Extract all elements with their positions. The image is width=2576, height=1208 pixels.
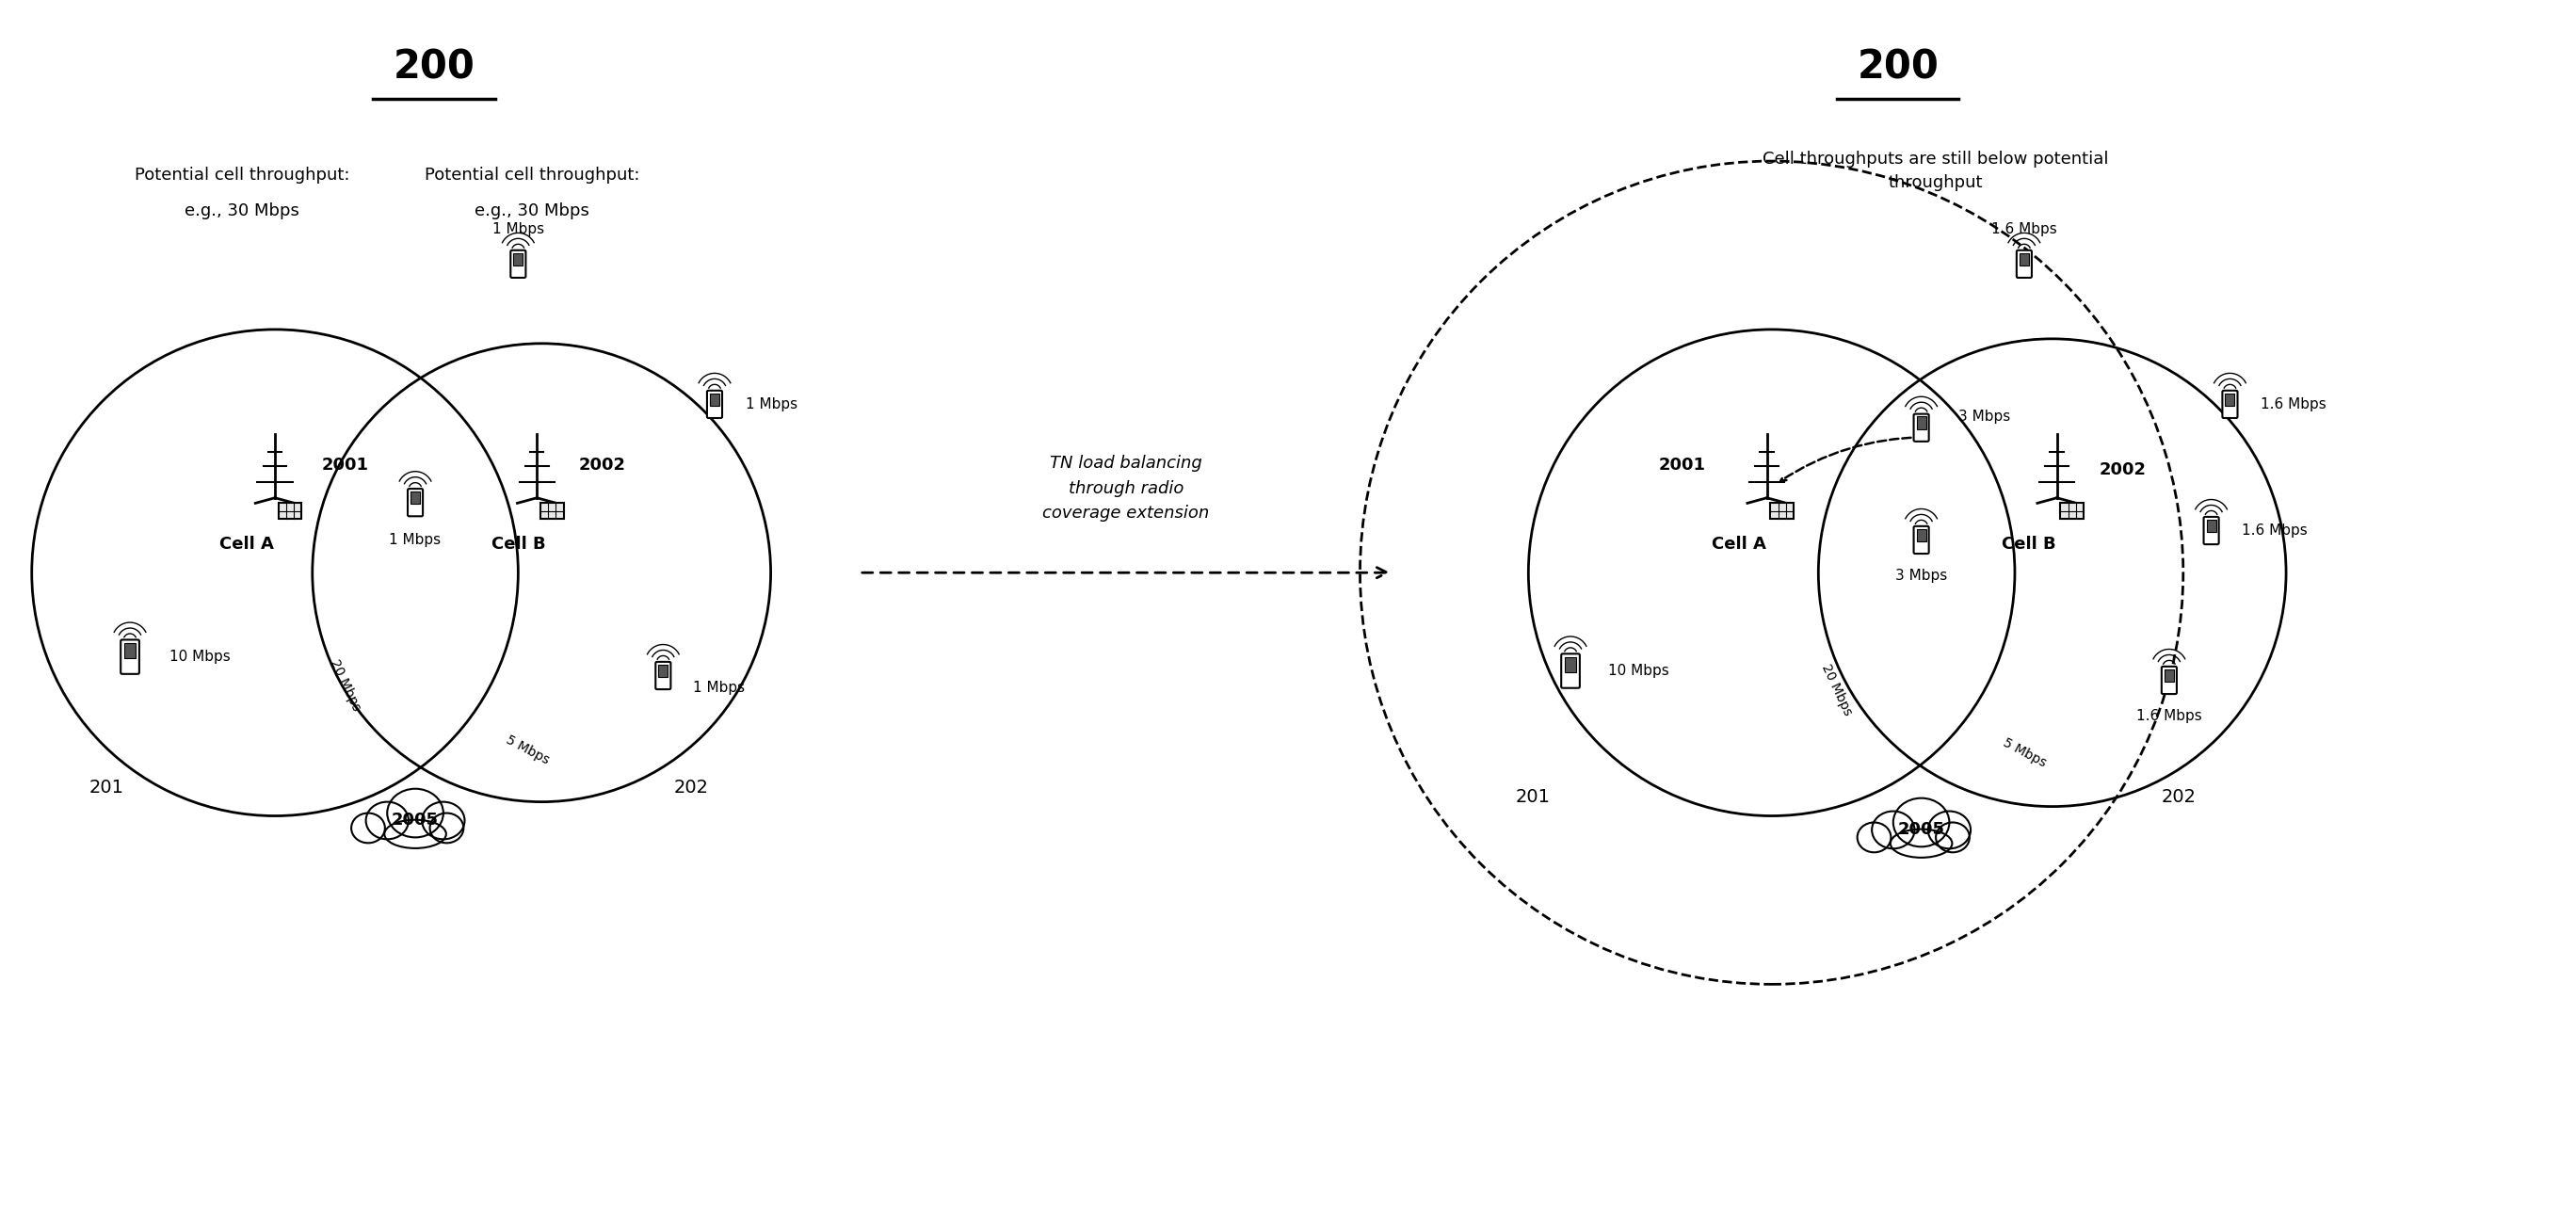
Ellipse shape [1873,812,1914,848]
Text: Cell B: Cell B [2002,536,2056,553]
Text: 10 Mbps: 10 Mbps [1607,664,1669,678]
Text: 2001: 2001 [1659,457,1705,474]
Text: TN load balancing
through radio
coverage extension: TN load balancing through radio coverage… [1043,455,1211,522]
Text: 1 Mbps: 1 Mbps [492,222,544,237]
Text: Cell throughputs are still below potential
throughput: Cell throughputs are still below potenti… [1762,150,2107,191]
Bar [1917,529,1927,541]
Text: 10 Mbps: 10 Mbps [170,650,229,664]
Text: 2002: 2002 [2099,461,2146,478]
Text: e.g., 30 Mbps: e.g., 30 Mbps [185,202,299,219]
Bar [513,252,523,266]
Text: 201: 201 [90,779,124,797]
Bar [2061,504,2084,519]
Text: Cell A: Cell A [1710,536,1767,553]
Bar [1770,504,1793,519]
Text: 200: 200 [1857,48,1940,87]
Text: 3 Mbps: 3 Mbps [1896,569,1947,582]
Bar [2208,519,2215,532]
FancyBboxPatch shape [121,640,139,674]
FancyBboxPatch shape [2202,517,2218,545]
Text: 1.6 Mbps: 1.6 Mbps [1991,222,2058,237]
Ellipse shape [1935,823,1971,853]
Bar [124,643,137,658]
Ellipse shape [350,813,384,843]
FancyBboxPatch shape [2017,250,2032,278]
Ellipse shape [1893,798,1950,847]
Ellipse shape [422,802,464,840]
Text: 2005: 2005 [1899,821,1945,838]
Ellipse shape [384,820,446,848]
Ellipse shape [1857,823,1891,853]
FancyBboxPatch shape [510,250,526,278]
Text: 201: 201 [1515,789,1551,806]
Text: 202: 202 [675,779,708,797]
Text: 3 Mbps: 3 Mbps [1958,410,2012,424]
FancyBboxPatch shape [407,489,422,516]
Ellipse shape [1927,812,1971,848]
Ellipse shape [430,813,464,843]
Text: 2002: 2002 [580,457,626,474]
Bar [410,492,420,504]
Text: 1 Mbps: 1 Mbps [389,533,440,547]
FancyBboxPatch shape [2223,390,2239,418]
Text: 1 Mbps: 1 Mbps [744,397,799,412]
Text: 20 Mbps: 20 Mbps [327,657,363,713]
Text: 5 Mbps: 5 Mbps [505,733,551,767]
FancyBboxPatch shape [1561,654,1579,689]
Bar [1564,657,1577,673]
Text: 202: 202 [2161,789,2195,806]
Text: Cell B: Cell B [492,536,546,553]
Text: 2005: 2005 [392,812,438,829]
Ellipse shape [366,802,410,840]
Text: 20 Mbps: 20 Mbps [1819,662,1855,718]
Text: 5 Mbps: 5 Mbps [2002,737,2048,769]
Ellipse shape [1891,829,1953,858]
Bar [1917,417,1927,429]
Text: 1.6 Mbps: 1.6 Mbps [2241,523,2308,538]
Text: 200: 200 [394,48,474,87]
Bar [2020,252,2030,266]
Text: Cell A: Cell A [219,536,273,553]
Text: e.g., 30 Mbps: e.g., 30 Mbps [474,202,590,219]
FancyBboxPatch shape [2161,667,2177,693]
FancyBboxPatch shape [1914,527,1929,553]
Text: Potential cell throughput:: Potential cell throughput: [134,167,350,184]
FancyBboxPatch shape [706,390,721,418]
Text: 1 Mbps: 1 Mbps [693,680,744,695]
Ellipse shape [386,789,443,837]
Text: 1.6 Mbps: 1.6 Mbps [2136,709,2202,722]
FancyBboxPatch shape [654,662,670,690]
Text: 1.6 Mbps: 1.6 Mbps [2262,397,2326,412]
Bar [659,664,667,676]
Text: Potential cell throughput:: Potential cell throughput: [425,167,639,184]
Bar [541,504,564,519]
Bar [278,504,301,519]
Bar [2226,393,2233,406]
FancyBboxPatch shape [1914,414,1929,441]
Bar [711,393,719,406]
Bar [2164,669,2174,681]
Text: 2001: 2001 [322,457,368,474]
